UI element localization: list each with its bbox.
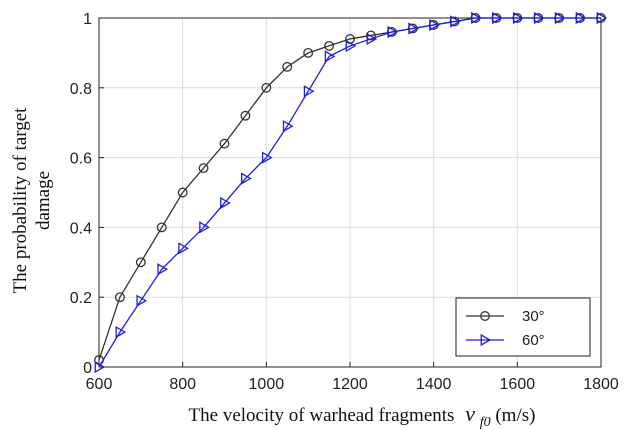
data-point — [554, 11, 566, 25]
x-tick-label: 800 — [169, 376, 196, 393]
legend-item: 60° — [466, 332, 545, 349]
y-tick-label: 0.8 — [70, 81, 92, 98]
data-point — [366, 32, 378, 46]
data-point — [199, 221, 210, 234]
series-line — [98, 17, 601, 368]
y-axis-label-line1: The probability of target — [10, 107, 31, 294]
data-point — [492, 11, 503, 25]
legend: 30°60° — [455, 297, 591, 357]
x-axis-ticks: 600 800 1000 1200 1400 1600 1800 — [86, 362, 619, 393]
x-tick-label: 1800 — [583, 376, 619, 393]
series-2 — [94, 11, 608, 374]
data-point — [533, 11, 545, 25]
y-axis-label: The probability of target damage — [10, 107, 54, 294]
data-point — [114, 292, 125, 303]
data-point — [282, 61, 293, 72]
data-point — [575, 11, 587, 25]
data-point — [261, 82, 272, 93]
data-point — [240, 110, 251, 121]
data-point — [156, 222, 167, 233]
y-tick-label: 1 — [83, 11, 92, 28]
data-point — [303, 47, 314, 58]
data-point — [471, 11, 482, 25]
data-point — [387, 25, 399, 39]
x-axis-label-symbol: v — [465, 401, 475, 426]
x-axis-label-unit: (m/s) — [495, 405, 535, 426]
x-axis-label-text: The velocity of warhead fragments — [189, 405, 455, 426]
y-tick-label: 0.4 — [70, 220, 92, 237]
data-point — [220, 196, 231, 210]
data-point — [596, 11, 608, 25]
data-point — [261, 151, 273, 164]
y-tick-label: 0.6 — [70, 151, 92, 168]
y-axis-label-line2: damage — [33, 171, 54, 230]
y-tick-label: 0 — [83, 360, 92, 377]
x-tick-label: 1400 — [416, 376, 452, 393]
data-point — [324, 40, 335, 51]
x-tick-label: 1000 — [249, 376, 285, 393]
data-point — [136, 294, 148, 307]
data-point — [345, 39, 357, 53]
data-point — [219, 138, 230, 149]
data-point — [429, 18, 440, 32]
x-tick-label: 600 — [86, 376, 113, 393]
data-point — [177, 187, 188, 198]
legend-box — [455, 297, 591, 357]
data-point — [282, 120, 294, 133]
data-point — [408, 22, 420, 35]
legend-marker — [480, 311, 490, 321]
data-point — [198, 163, 209, 174]
x-tick-label: 1600 — [500, 376, 536, 393]
legend-item: 30° — [466, 308, 545, 325]
data-point — [241, 172, 252, 185]
x-axis-label-subscript: f0 — [480, 415, 491, 430]
x-tick-label: 1200 — [332, 376, 368, 393]
data-point — [135, 257, 146, 268]
x-axis-label: The velocity of warhead fragments v f0 (… — [189, 401, 536, 430]
data-point — [94, 360, 106, 374]
y-axis-ticks: 0 0.2 0.4 0.6 0.8 1 — [70, 11, 104, 377]
data-point — [178, 242, 189, 255]
data-point — [512, 11, 524, 25]
y-tick-label: 0.2 — [70, 290, 92, 307]
series-layer — [94, 11, 608, 374]
data-point — [450, 15, 461, 28]
legend-marker — [480, 333, 492, 347]
data-point — [157, 263, 169, 276]
data-point — [115, 325, 127, 339]
legend-label: 60° — [522, 332, 545, 349]
grid-lines — [99, 18, 601, 367]
legend-label: 30° — [522, 308, 545, 325]
data-point — [324, 50, 336, 63]
data-point — [303, 85, 315, 98]
